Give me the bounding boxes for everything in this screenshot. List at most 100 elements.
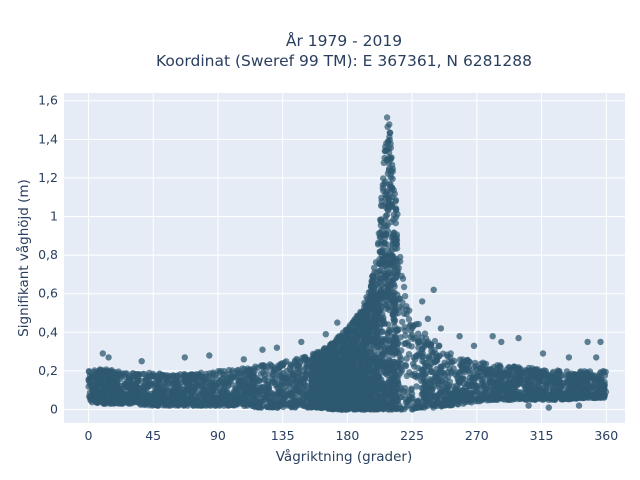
data-point: [264, 383, 272, 390]
data-point: [418, 384, 425, 392]
data-point: [225, 374, 232, 382]
data-point: [105, 374, 113, 382]
data-point: [295, 374, 302, 381]
data-point: [346, 326, 353, 333]
data-point: [380, 175, 387, 182]
data-point: [383, 211, 391, 219]
data-point: [400, 283, 408, 291]
data-point: [296, 393, 303, 401]
data-point: [402, 340, 409, 347]
data-point: [384, 292, 391, 299]
data-point: [394, 397, 401, 404]
chart-subtitle: Koordinat (Sweref 99 TM): E 367361, N 62…: [156, 52, 532, 70]
data-point: [207, 379, 215, 386]
data-point: [568, 394, 576, 401]
data-point: [134, 376, 142, 383]
data-point: [283, 379, 291, 386]
data-point: [163, 383, 170, 391]
data-point: [392, 196, 400, 204]
data-point: [418, 403, 425, 410]
data-point: [388, 218, 395, 226]
data-point: [419, 358, 426, 365]
data-point: [428, 368, 435, 376]
data-point: [503, 395, 510, 403]
data-point: [378, 276, 385, 284]
data-point: [450, 365, 457, 372]
data-point: [420, 376, 427, 384]
data-point: [494, 396, 501, 403]
data-point: [550, 384, 557, 391]
data-point: [359, 308, 366, 316]
data-point: [403, 355, 410, 362]
data-point: [383, 189, 390, 196]
data-point: [405, 316, 413, 323]
data-point: [392, 205, 400, 212]
data-point: [538, 377, 546, 385]
data-point: [282, 394, 289, 401]
data-point: [380, 314, 387, 321]
data-point: [108, 368, 115, 375]
data-point: [408, 343, 415, 350]
data-point: [144, 391, 151, 398]
data-point: [255, 400, 263, 407]
data-point: [96, 367, 103, 374]
data-point: [126, 400, 133, 407]
data-point: [148, 400, 156, 407]
data-point: [251, 380, 258, 387]
data-point: [451, 357, 458, 365]
data-point: [295, 362, 303, 369]
data-point: [534, 366, 541, 373]
data-point: [263, 403, 271, 410]
data-point: [399, 318, 406, 326]
data-point: [362, 302, 370, 310]
data-point: [131, 387, 138, 394]
data-point: [309, 350, 317, 358]
data-point: [203, 370, 210, 377]
data-point: [333, 358, 340, 365]
data-point: [436, 352, 443, 360]
data-point: [374, 297, 381, 305]
data-point: [300, 379, 307, 386]
data-point: [411, 370, 419, 377]
data-point: [444, 373, 452, 381]
data-point: [384, 157, 391, 164]
data-point: [386, 277, 393, 285]
data-point: [370, 338, 377, 345]
data-point: [179, 387, 186, 394]
data-point: [260, 376, 268, 383]
data-point: [157, 371, 164, 378]
data-point: [350, 318, 357, 325]
chart-title: År 1979 - 2019: [286, 31, 402, 50]
data-point: [198, 382, 205, 389]
data-point: [384, 329, 391, 337]
data-point: [425, 384, 432, 392]
data-point: [289, 376, 296, 383]
data-point: [210, 396, 217, 404]
data-point: [465, 364, 472, 372]
data-point: [394, 269, 401, 276]
data-point: [230, 382, 238, 389]
data-point: [214, 380, 221, 387]
data-point: [386, 129, 393, 136]
data-point: [427, 343, 434, 350]
data-point: [401, 293, 409, 300]
data-point: [452, 371, 459, 378]
data-point: [403, 306, 410, 313]
data-point: [165, 379, 173, 386]
data-point: [366, 358, 373, 366]
data-point: [444, 353, 452, 361]
data-point: [390, 211, 397, 218]
data-point: [326, 364, 333, 371]
data-point: [237, 375, 244, 382]
data-point: [386, 136, 393, 144]
data-point: [541, 367, 548, 374]
data-point: [93, 396, 100, 403]
data-point: [457, 361, 464, 369]
data-point: [494, 365, 501, 372]
data-point: [594, 394, 602, 401]
data-point: [377, 248, 384, 256]
data-point: [398, 347, 405, 354]
data-point: [358, 356, 365, 363]
data-point: [360, 404, 368, 411]
